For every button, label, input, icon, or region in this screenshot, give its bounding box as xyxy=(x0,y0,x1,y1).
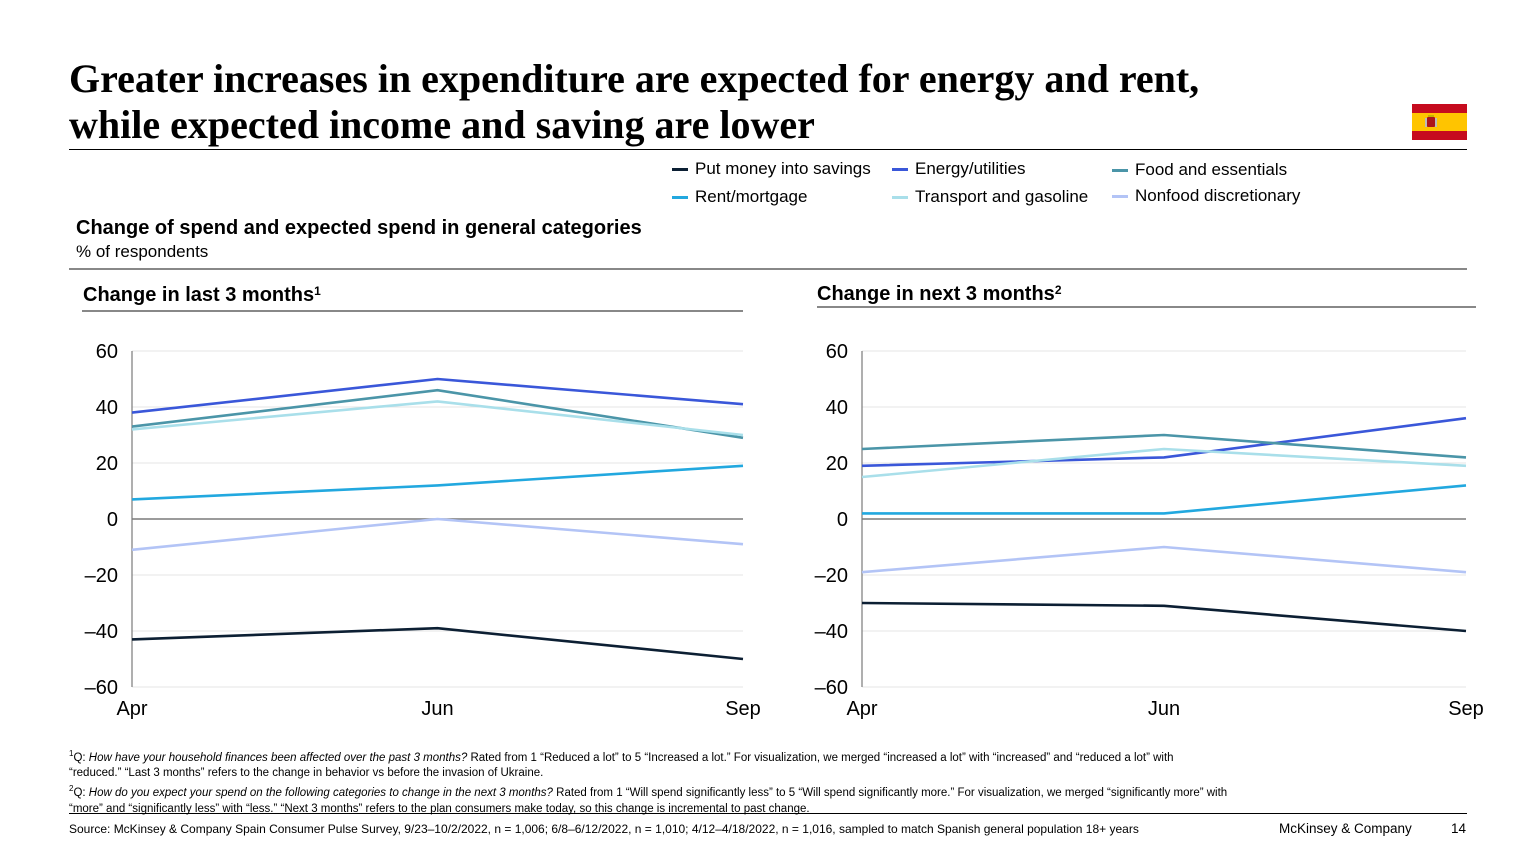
legend-label: Food and essentials xyxy=(1135,160,1288,179)
legend-label: Energy/utilities xyxy=(915,159,1026,178)
left-panel-title-text: Change in last 3 months xyxy=(83,284,315,306)
brand-label: McKinsey & Company xyxy=(1279,821,1412,836)
legend-swatch-nonfood xyxy=(1112,194,1128,198)
series-line-nonfood-discretionary xyxy=(861,545,1467,574)
legend-label: Nonfood discretionary xyxy=(1135,186,1301,205)
y-tick-label: 60 xyxy=(96,341,118,363)
x-tick-label: Jun xyxy=(421,698,453,720)
legend-item-transport: Transport and gasoline xyxy=(892,186,1088,208)
footnotes: 1Q: How have your household finances bee… xyxy=(69,746,1229,817)
y-tick-label: –20 xyxy=(85,565,118,587)
footer-divider xyxy=(69,813,1467,814)
series-line-transport-and-gasoline xyxy=(861,447,1467,479)
footnote-1-question: How have your household finances been af… xyxy=(88,751,468,764)
x-tick-label: Apr xyxy=(116,698,147,720)
title-divider xyxy=(69,149,1467,150)
y-tick-label: 0 xyxy=(107,509,118,531)
series-line-put-money-into-savings xyxy=(131,626,744,661)
legend-item-food: Food and essentials xyxy=(1112,159,1287,181)
right-panel-divider xyxy=(817,306,1476,308)
legend-label: Transport and gasoline xyxy=(915,187,1089,206)
series-line-food-and-essentials xyxy=(131,388,744,440)
series-line-rent-mortgage xyxy=(862,484,1467,515)
series-line-rent-mortgage xyxy=(131,464,744,501)
footnote-2: 2Q: How do you expect your spend on the … xyxy=(69,781,1229,816)
series-line-put-money-into-savings xyxy=(861,601,1467,633)
right-panel-title-text: Change in next 3 months xyxy=(817,283,1055,305)
page-number: 14 xyxy=(1451,821,1467,836)
legend-swatch-transport xyxy=(892,195,908,199)
series-line-energy-utilities xyxy=(861,416,1467,468)
footnote-1-text: Rated from 1 “Reduced a lot” to 5 “Incre… xyxy=(69,751,1174,780)
footnote-2-question: How do you expect your spend on the foll… xyxy=(88,787,553,800)
left-panel-title: Change in last 3 months1 xyxy=(83,283,321,307)
y-tick-label: –60 xyxy=(815,677,848,699)
right-panel-title: Change in next 3 months2 xyxy=(817,282,1062,306)
series-line-energy-utilities xyxy=(131,377,744,414)
footnote-ref-1: 1 xyxy=(314,284,321,298)
legend-item-nonfood: Nonfood discretionary xyxy=(1112,185,1300,207)
y-tick-label: –40 xyxy=(85,621,118,643)
y-tick-label: 60 xyxy=(826,341,848,363)
footnote-1: 1Q: How have your household finances bee… xyxy=(69,746,1229,781)
legend-item-rent: Rent/mortgage xyxy=(672,186,807,208)
spain-flag-icon xyxy=(1412,104,1467,140)
legend-item-energy: Energy/utilities xyxy=(892,158,1026,180)
y-tick-label: 0 xyxy=(837,509,848,531)
legend-swatch-food xyxy=(1112,168,1128,172)
footnote-2-q: Q: xyxy=(73,787,89,800)
x-tick-label: Jun xyxy=(1148,698,1180,720)
legend-item-savings: Put money into savings xyxy=(672,158,871,180)
footnote-1-q: Q: xyxy=(73,751,89,764)
x-tick-label: Sep xyxy=(725,698,761,720)
legend-swatch-savings xyxy=(672,167,688,171)
section-subtitle: % of respondents xyxy=(76,242,209,261)
y-tick-label: 20 xyxy=(96,453,118,475)
x-tick-label: Sep xyxy=(1448,698,1484,720)
y-tick-label: –60 xyxy=(85,677,118,699)
y-tick-label: 40 xyxy=(826,397,848,419)
legend-label: Put money into savings xyxy=(695,159,871,178)
title-line-1: Greater increases in expenditure are exp… xyxy=(69,56,1200,101)
legend-swatch-rent xyxy=(672,195,688,199)
page-title: Greater increases in expenditure are exp… xyxy=(69,56,1409,148)
footnote-1-marker: 1 xyxy=(69,749,74,758)
section-title: Change of spend and expected spend in ge… xyxy=(76,217,642,239)
title-line-2: while expected income and saving are low… xyxy=(69,102,815,147)
series-line-transport-and-gasoline xyxy=(131,400,744,437)
y-tick-label: 40 xyxy=(96,397,118,419)
left-panel-divider xyxy=(82,310,743,312)
section-divider xyxy=(69,268,1467,270)
footnote-ref-2: 2 xyxy=(1054,283,1062,297)
series-line-nonfood-discretionary xyxy=(131,517,744,552)
series-line-food-and-essentials xyxy=(861,433,1467,459)
y-tick-label: –40 xyxy=(815,621,848,643)
x-tick-label: Apr xyxy=(846,698,877,720)
source-note: Source: McKinsey & Company Spain Consume… xyxy=(69,822,1139,836)
legend-swatch-energy xyxy=(892,167,908,171)
legend-label: Rent/mortgage xyxy=(695,187,808,206)
footnote-2-text: Rated from 1 “Will spend significantly l… xyxy=(69,787,1228,815)
y-tick-label: –20 xyxy=(815,565,848,587)
footnote-2-marker: 2 xyxy=(69,784,74,794)
chart-legend: Put money into savings Energy/utilities … xyxy=(672,156,1372,216)
y-tick-label: 20 xyxy=(826,453,848,475)
